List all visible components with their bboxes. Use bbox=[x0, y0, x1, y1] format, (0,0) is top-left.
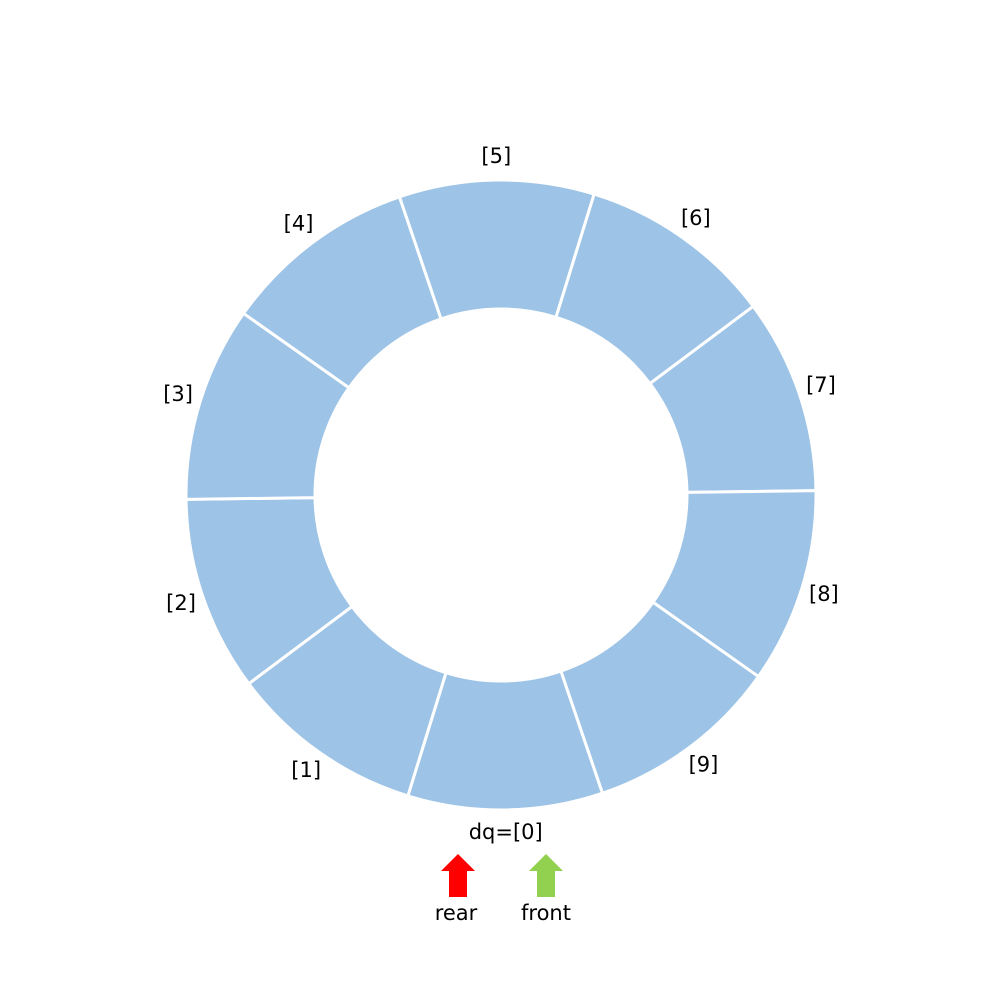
rear-label: rear bbox=[435, 901, 478, 925]
slot-label: [4] bbox=[284, 211, 314, 235]
slot-label: [1] bbox=[291, 758, 321, 782]
slot-label: [6] bbox=[681, 206, 711, 230]
slot-label: dq=[0] bbox=[469, 820, 543, 844]
front-arrow bbox=[529, 854, 563, 897]
slot-label: [2] bbox=[166, 591, 196, 615]
slot-label: [5] bbox=[481, 144, 511, 168]
slot-label: [8] bbox=[809, 582, 839, 606]
front-label: front bbox=[521, 901, 571, 925]
ring bbox=[184, 178, 818, 812]
slot-label: [3] bbox=[163, 382, 193, 406]
slot-label: [9] bbox=[689, 753, 719, 777]
slot-labels: dq=[0] [1] [2] [3] [4] [5] [6] [7] [8] [9] bbox=[163, 144, 839, 844]
slot bbox=[559, 600, 761, 796]
rear-arrow bbox=[441, 854, 475, 897]
slot-label: [7] bbox=[806, 373, 836, 397]
